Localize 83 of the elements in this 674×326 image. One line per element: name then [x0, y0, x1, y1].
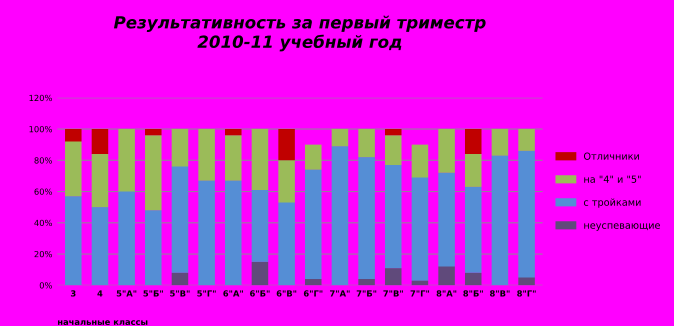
bar — [145, 135, 162, 210]
chart-title: Результативность за первый триместр 2010-11 учебный год — [114, 16, 486, 52]
bar — [198, 129, 215, 181]
legend-label: Отличники — [584, 152, 639, 160]
bar — [492, 156, 508, 286]
x-tick-label: 3 — [70, 290, 76, 297]
bar — [304, 170, 322, 279]
bar — [225, 180, 242, 286]
bar — [304, 279, 322, 286]
bar — [145, 210, 162, 286]
x-tick-label: 6"В" — [276, 290, 296, 297]
bar — [252, 262, 268, 286]
bar — [118, 129, 135, 192]
bar — [492, 129, 508, 156]
x-tick-label: 5"В" — [170, 290, 190, 297]
bar — [438, 266, 455, 286]
bar — [65, 129, 82, 142]
bar — [278, 160, 295, 202]
bar — [198, 180, 215, 286]
bar — [518, 129, 535, 151]
bar — [518, 277, 535, 286]
x-tick-label: 7"В" — [383, 290, 403, 296]
y-tick-label: 120% — [30, 94, 52, 102]
bar — [464, 186, 482, 273]
bar — [65, 196, 82, 286]
bar — [65, 142, 82, 196]
x-tick-label: 7"А" — [330, 290, 350, 296]
x-tick-label: 6"Б" — [250, 290, 270, 297]
x-tick-label: 8"Г" — [517, 290, 536, 297]
x-tick-label: 6"А" — [223, 290, 243, 297]
legend-label: неуспевающие — [584, 223, 660, 231]
x-tick-label: 6"Г" — [304, 290, 322, 297]
bar — [92, 129, 108, 154]
x-tick-label: 5"Б" — [144, 290, 163, 297]
text: начальные классы — [58, 320, 148, 326]
bar — [412, 177, 428, 281]
bar — [438, 129, 455, 173]
bar — [252, 190, 268, 262]
legend-label: с тройками — [584, 198, 641, 208]
bar — [172, 129, 188, 167]
bar — [304, 144, 322, 170]
bar — [518, 150, 535, 278]
bar — [332, 129, 348, 146]
bar — [145, 129, 162, 136]
bar — [464, 129, 482, 154]
x-tick-label: 8"Б" — [463, 290, 483, 297]
bar — [384, 129, 402, 136]
y-tick-label: 0% — [40, 282, 52, 289]
bar — [384, 164, 402, 268]
legend-label: на "4" и "5" — [584, 176, 641, 183]
x-tick-label: 7"Б" — [356, 290, 376, 296]
bar — [332, 146, 348, 286]
x-tick-label: 8"А" — [436, 290, 456, 297]
bar — [412, 280, 428, 286]
bar — [118, 192, 135, 286]
y-tick-label: 100% — [30, 126, 52, 132]
bar — [438, 172, 455, 267]
x-tick-label: 5"Г" — [197, 290, 216, 297]
bar — [92, 154, 108, 208]
bar — [464, 272, 482, 286]
x-tick-label: 5"А" — [116, 290, 136, 297]
bar — [252, 129, 268, 190]
bar — [172, 272, 188, 286]
bar — [172, 166, 188, 273]
y-tick-label: 60% — [34, 188, 52, 195]
bar — [384, 268, 402, 286]
x-tick-label: 8"В" — [490, 290, 510, 297]
bar — [384, 135, 402, 165]
bar — [412, 144, 428, 178]
y-tick-label: 80% — [34, 157, 52, 164]
bar — [358, 129, 375, 158]
bar — [358, 279, 375, 286]
bar — [92, 207, 108, 286]
bar — [225, 129, 242, 136]
y-tick-label: 20% — [34, 250, 52, 258]
bar — [464, 154, 482, 187]
y-tick-label: 40% — [34, 220, 52, 226]
x-tick-label: 7"Г" — [410, 290, 430, 296]
bar — [278, 129, 295, 160]
bar — [278, 202, 295, 286]
x-tick-label: 4 — [97, 290, 102, 296]
bar — [358, 157, 375, 279]
bar — [225, 135, 242, 181]
